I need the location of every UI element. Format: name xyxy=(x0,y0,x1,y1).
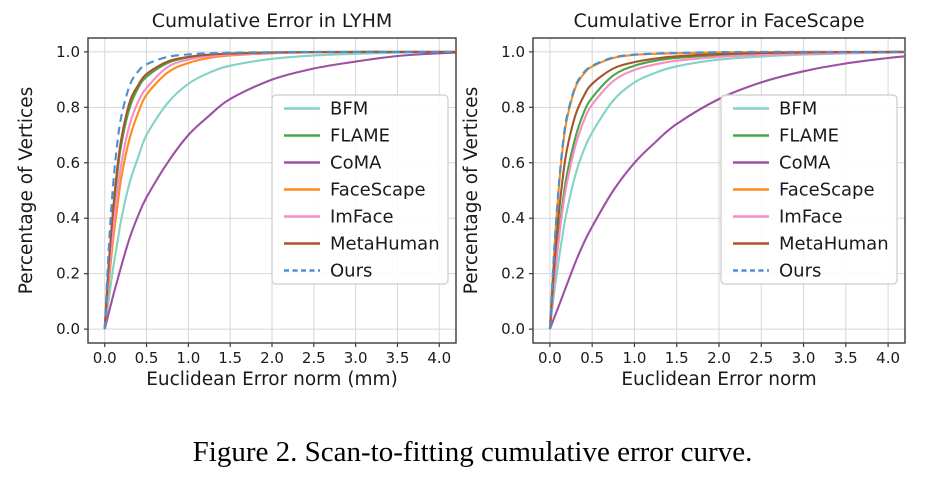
x-tick-label: 1.5 xyxy=(218,349,242,367)
x-tick-label: 2.5 xyxy=(302,349,326,367)
legend-label-facescape: FaceScape xyxy=(779,180,875,201)
x-tick-label: 0.0 xyxy=(538,349,562,367)
x-tick-label: 1.0 xyxy=(176,349,200,367)
x-tick-label: 1.5 xyxy=(665,349,689,367)
legend-label-ours: Ours xyxy=(779,261,821,282)
legend-label-ours: Ours xyxy=(330,261,372,282)
legend-label-flame: FLAME xyxy=(779,126,839,147)
curve-imface xyxy=(548,51,906,330)
y-axis-label: Percentage of Vertices xyxy=(16,87,37,294)
legend-label-facescape: FaceScape xyxy=(330,180,426,201)
legend-box xyxy=(720,94,898,285)
x-axis-label: Euclidean Error norm xyxy=(621,369,816,390)
legend-label-coma: CoMA xyxy=(330,153,382,174)
x-tick-label: 0.5 xyxy=(135,349,159,367)
x-axis-label: Euclidean Error norm (mm) xyxy=(146,369,398,390)
curve-bfm xyxy=(103,50,457,330)
y-tick-label: 0.8 xyxy=(501,98,525,116)
y-tick-label: 0.0 xyxy=(501,320,525,338)
charts-canvas: 0.0 0.5 1.0 1.5 2.0 2.5 3.0 3.5 4.0 0.0 0.2 0.4 0.6 0… xyxy=(16,10,906,390)
chart-facescape: 0.0 0.5 1.0 1.5 2.0 2.5 3.0 3.5 4.0 0.0 0.2 0.4 0.6 0… xyxy=(461,10,906,390)
chart-title: Cumulative Error in LYHM xyxy=(152,10,393,32)
legend-box xyxy=(271,94,449,285)
y-axis-label: Percentage of Vertices xyxy=(461,87,482,294)
legend-label-flame: FLAME xyxy=(330,126,390,147)
y-tick-label: 0.6 xyxy=(56,154,80,172)
x-tick-label: 3.5 xyxy=(834,349,858,367)
legend-label-metahuman: MetaHuman xyxy=(779,234,889,255)
x-tick-label: 3.5 xyxy=(386,349,410,367)
x-tick-label: 0.5 xyxy=(580,349,604,367)
y-tick-label: 0.4 xyxy=(501,209,525,227)
y-tick-label: 0.4 xyxy=(56,209,80,227)
x-tick-label: 3.0 xyxy=(344,349,368,367)
legend: BFM FLAME CoMA FaceScape ImFace MetaHuman Ours xyxy=(271,94,449,285)
figure-caption: Figure 2. Scan-to-fitting cumulative err… xyxy=(192,436,753,468)
x-tick-label: 1.0 xyxy=(623,349,647,367)
x-tick-label: 4.0 xyxy=(876,349,900,367)
x-tick-label: 2.0 xyxy=(707,349,731,367)
legend-label-metahuman: MetaHuman xyxy=(330,234,440,255)
legend-label-bfm: BFM xyxy=(330,99,368,120)
x-tick-label: 3.0 xyxy=(792,349,816,367)
y-tick-label: 1.0 xyxy=(56,43,80,61)
legend: BFM FLAME CoMA FaceScape ImFace MetaHuman Ours xyxy=(720,94,898,285)
legend-label-imface: ImFace xyxy=(779,207,843,228)
y-tick-label: 0.2 xyxy=(501,265,525,283)
x-tick-label: 4.0 xyxy=(427,349,451,367)
y-tick-label: 0.2 xyxy=(56,265,80,283)
y-tick-label: 1.0 xyxy=(501,43,525,61)
x-tick-label: 0.0 xyxy=(93,349,117,367)
curve-coma xyxy=(548,55,906,330)
curve-ours xyxy=(103,50,456,330)
curve-coma xyxy=(103,51,457,330)
x-tick-label: 2.0 xyxy=(260,349,284,367)
legend-label-coma: CoMA xyxy=(779,153,831,174)
y-tick-label: 0.8 xyxy=(56,98,80,116)
chart-title: Cumulative Error in FaceScape xyxy=(573,10,864,32)
x-tick-label: 2.5 xyxy=(749,349,773,367)
legend-label-bfm: BFM xyxy=(779,99,817,120)
y-tick-label: 0.6 xyxy=(501,154,525,172)
legend-label-imface: ImFace xyxy=(330,207,394,228)
y-tick-label: 0.0 xyxy=(56,320,80,338)
chart-lyhm: 0.0 0.5 1.0 1.5 2.0 2.5 3.0 3.5 4.0 0.0 0.2 0.4 0.6 0… xyxy=(16,10,457,390)
curve-ours xyxy=(548,50,905,330)
